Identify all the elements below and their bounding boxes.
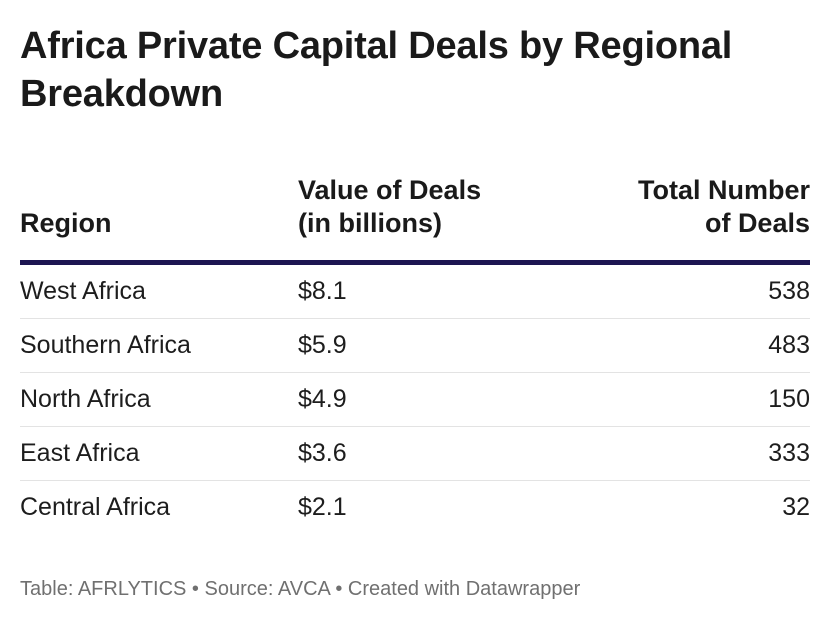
cell-value: $3.6 (298, 426, 528, 481)
table-row: North Africa $4.9 150 (20, 372, 810, 427)
column-header-value-line2: (in billions) (298, 208, 442, 238)
table-credit: Table: AFRLYTICS (20, 578, 187, 600)
cell-region: North Africa (20, 372, 298, 427)
footer-separator: • (335, 578, 343, 600)
table-row: Southern Africa $5.9 483 (20, 318, 810, 373)
chart-footer: Table: AFRLYTICS • Source: AVCA • Create… (20, 578, 580, 601)
cell-value: $2.1 (298, 493, 347, 521)
cell-deals: 150 (528, 372, 810, 427)
column-header-deals-line2: of Deals (704, 208, 810, 238)
column-header-region[interactable]: Region (20, 174, 298, 265)
chart-header: Africa Private Capital Deals by Regional… (20, 22, 810, 118)
cell-value: $4.9 (298, 372, 528, 427)
cell-deals: 32 (782, 493, 810, 521)
table-row: East Africa $3.6 333 (20, 426, 810, 481)
table-header-row: Region Value of Deals (in billions) Tota… (20, 174, 810, 265)
column-header-region-label: Region (20, 208, 112, 238)
column-header-value-line1: Value of Deals (298, 175, 482, 205)
cell-value: $5.9 (298, 318, 528, 373)
cell-deals: 483 (528, 318, 810, 373)
cell-region: East Africa (20, 426, 298, 481)
cell-region: Central Africa (20, 493, 171, 521)
cell-deals: 538 (528, 262, 810, 319)
chart-title: Africa Private Capital Deals by Regional… (20, 25, 733, 115)
datawrapper-link[interactable]: Created with Datawrapper (347, 578, 581, 600)
cell-region: West Africa (20, 262, 298, 319)
table-row: West Africa $8.1 538 (20, 262, 810, 319)
column-header-deals[interactable]: Total Number of Deals (528, 174, 810, 265)
column-header-value[interactable]: Value of Deals (in billions) (298, 174, 528, 265)
cell-region: Southern Africa (20, 318, 298, 373)
cell-value: $8.1 (298, 262, 528, 319)
cell-deals: 333 (528, 426, 810, 481)
source-credit: Source: AVCA (204, 578, 330, 600)
data-table: Region Value of Deals (in billions) Tota… (20, 174, 810, 534)
column-header-deals-line1: Total Number (637, 175, 810, 205)
table-row: Central Africa $2.1 32 (20, 481, 810, 535)
footer-separator: • (191, 578, 199, 600)
